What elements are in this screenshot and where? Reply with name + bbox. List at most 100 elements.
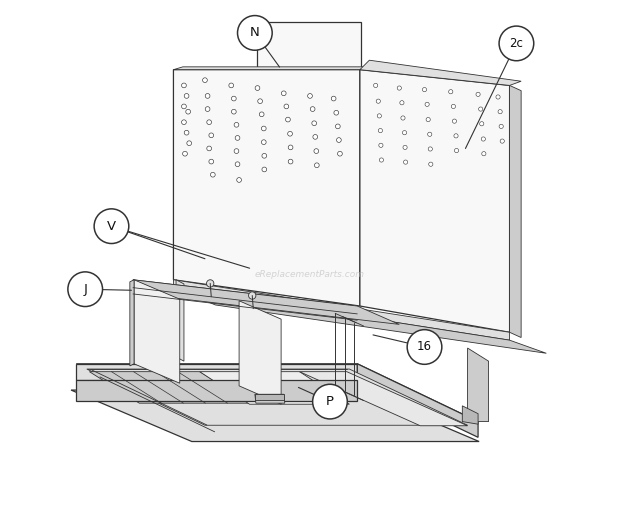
Circle shape — [203, 78, 207, 82]
Circle shape — [376, 99, 381, 103]
Polygon shape — [360, 60, 521, 86]
Circle shape — [210, 172, 215, 177]
Circle shape — [286, 117, 290, 122]
Circle shape — [407, 329, 442, 364]
Circle shape — [183, 152, 187, 156]
Circle shape — [262, 140, 266, 145]
Circle shape — [281, 91, 286, 96]
Circle shape — [337, 152, 342, 156]
Circle shape — [187, 141, 192, 146]
Circle shape — [205, 93, 210, 98]
Polygon shape — [255, 394, 284, 400]
Circle shape — [428, 162, 433, 166]
Circle shape — [404, 160, 408, 164]
Circle shape — [94, 209, 129, 243]
Circle shape — [249, 292, 256, 299]
Polygon shape — [89, 372, 250, 403]
Circle shape — [186, 109, 190, 114]
Polygon shape — [87, 369, 467, 425]
Circle shape — [288, 145, 293, 150]
Circle shape — [378, 128, 383, 133]
Circle shape — [312, 121, 317, 126]
Circle shape — [379, 143, 383, 147]
Circle shape — [476, 92, 480, 97]
Polygon shape — [467, 348, 489, 421]
Circle shape — [454, 134, 458, 138]
Circle shape — [480, 121, 484, 126]
Text: 16: 16 — [417, 341, 432, 353]
Circle shape — [207, 146, 211, 151]
Polygon shape — [133, 280, 399, 324]
Text: V: V — [107, 220, 116, 233]
Polygon shape — [174, 288, 546, 353]
Circle shape — [453, 119, 456, 123]
Polygon shape — [174, 70, 360, 306]
Circle shape — [182, 120, 187, 125]
Circle shape — [284, 104, 289, 109]
Circle shape — [206, 280, 214, 287]
Polygon shape — [299, 372, 467, 426]
Circle shape — [234, 149, 239, 154]
Circle shape — [312, 384, 347, 419]
Circle shape — [184, 130, 189, 135]
Circle shape — [205, 107, 210, 111]
Text: 2c: 2c — [510, 37, 523, 50]
Circle shape — [479, 107, 483, 111]
Text: P: P — [326, 395, 334, 408]
Text: eReplacementParts.com: eReplacementParts.com — [255, 270, 365, 279]
Circle shape — [428, 132, 432, 136]
Circle shape — [377, 114, 381, 118]
Polygon shape — [200, 372, 350, 404]
Text: N: N — [250, 26, 260, 40]
Text: J: J — [83, 282, 87, 296]
Circle shape — [500, 139, 504, 143]
Polygon shape — [463, 406, 478, 424]
Polygon shape — [134, 280, 180, 383]
Circle shape — [425, 102, 429, 107]
Circle shape — [313, 135, 317, 139]
Circle shape — [184, 93, 189, 98]
Circle shape — [331, 96, 336, 101]
Polygon shape — [239, 301, 281, 404]
Circle shape — [209, 159, 214, 164]
Circle shape — [288, 159, 293, 164]
Circle shape — [335, 124, 340, 129]
Circle shape — [451, 105, 456, 109]
Circle shape — [314, 149, 319, 154]
Circle shape — [400, 101, 404, 105]
Circle shape — [402, 130, 407, 135]
Polygon shape — [176, 280, 184, 361]
Polygon shape — [174, 280, 510, 340]
Circle shape — [262, 167, 267, 172]
Circle shape — [231, 109, 236, 114]
Polygon shape — [174, 67, 370, 70]
Polygon shape — [130, 280, 134, 366]
Polygon shape — [133, 280, 357, 314]
Circle shape — [426, 117, 430, 121]
Circle shape — [262, 154, 267, 158]
Polygon shape — [255, 394, 285, 403]
Circle shape — [237, 15, 272, 50]
Circle shape — [422, 88, 427, 92]
Circle shape — [499, 26, 534, 61]
Circle shape — [481, 137, 485, 141]
Circle shape — [499, 124, 503, 128]
Circle shape — [308, 93, 312, 98]
Circle shape — [334, 110, 339, 115]
Circle shape — [209, 133, 214, 138]
Polygon shape — [76, 364, 478, 421]
Circle shape — [496, 95, 500, 99]
Circle shape — [235, 136, 240, 140]
Circle shape — [235, 162, 240, 166]
Circle shape — [262, 126, 266, 131]
Polygon shape — [360, 70, 510, 332]
Circle shape — [397, 86, 401, 90]
Circle shape — [374, 83, 378, 88]
Circle shape — [237, 177, 241, 182]
Circle shape — [231, 96, 236, 101]
Circle shape — [379, 158, 384, 162]
Circle shape — [454, 148, 459, 153]
Polygon shape — [510, 86, 521, 337]
Polygon shape — [71, 390, 479, 441]
Circle shape — [255, 86, 260, 90]
